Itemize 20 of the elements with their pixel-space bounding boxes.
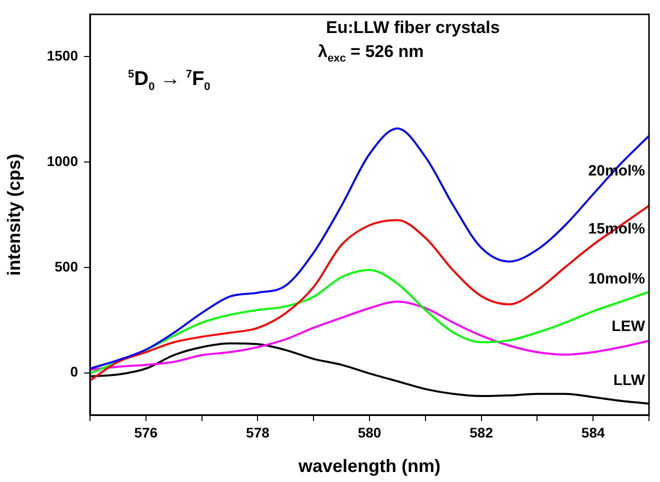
line-series <box>90 127 649 370</box>
x-tick-label: 578 <box>246 424 270 440</box>
annotation: λ$_{exc}$ = 526 nm <box>318 42 424 64</box>
y-tick-label: 1500 <box>46 47 78 64</box>
x-axis-title: wavelength (nm) <box>297 456 441 476</box>
series-label: LEW <box>612 318 646 336</box>
y-tick-label: 1000 <box>46 152 78 169</box>
x-tick-label: 576 <box>134 424 158 440</box>
y-tick-label: 500 <box>54 258 78 274</box>
y-tick-label: 0 <box>70 364 78 380</box>
line-series <box>90 300 649 371</box>
series-label: 10mol% <box>588 270 645 288</box>
annotation: Eu:LLW fiber crystals <box>326 18 500 38</box>
x-tick-label: 582 <box>470 424 494 440</box>
x-tick-label: 584 <box>581 424 605 440</box>
annotation: $^{5}$D$_{0}$ → $^{7}$F$_{0}$ <box>128 68 210 93</box>
series-label: LLW <box>613 372 646 390</box>
y-axis-title: intensity (cps) <box>4 154 24 276</box>
line-series <box>90 268 649 374</box>
x-tick-label: 580 <box>358 424 382 440</box>
